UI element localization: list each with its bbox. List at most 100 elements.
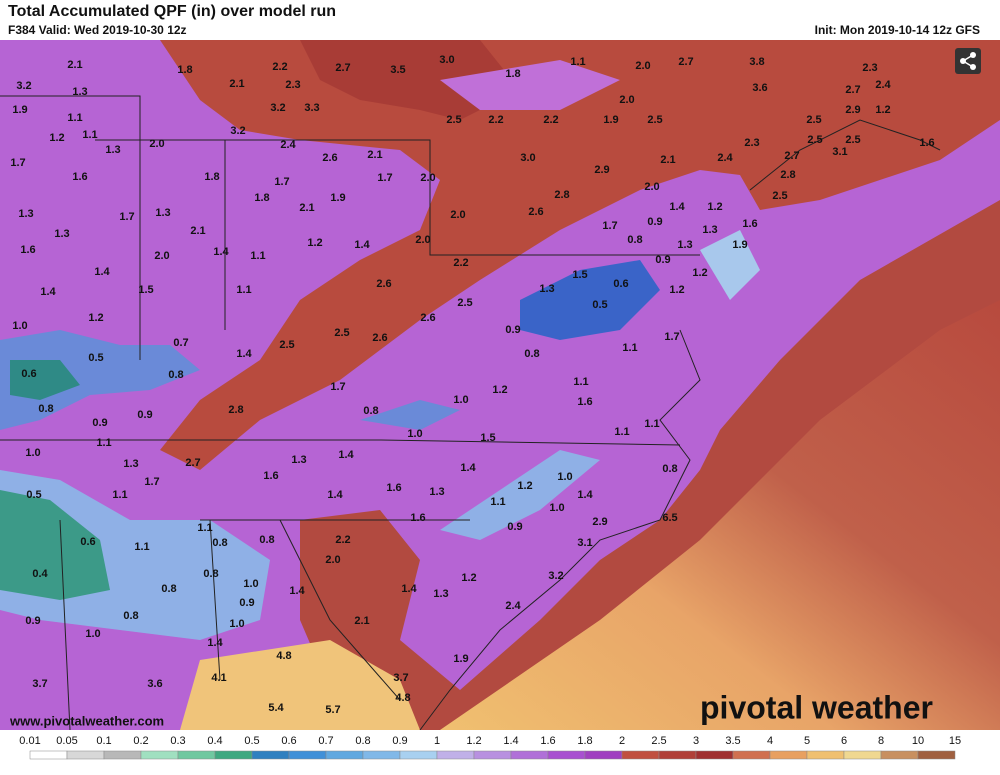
map-label: 1.3 xyxy=(291,454,306,466)
colorbar-swatch xyxy=(288,750,327,760)
colorbar-label: 0.8 xyxy=(355,735,370,747)
region-lightblue xyxy=(440,450,600,540)
map-label: 1.5 xyxy=(572,269,587,281)
colorbar-swatch xyxy=(695,750,734,760)
map-label: 2.7 xyxy=(784,150,799,162)
colorbar-label: 3 xyxy=(693,735,699,747)
map-label: 1.6 xyxy=(20,244,35,256)
map-label: 2.0 xyxy=(325,554,340,566)
init-time: Init: Mon 2019-10-14 12z GFS xyxy=(815,23,980,37)
map-label: 1.3 xyxy=(18,208,33,220)
colorbar-swatch xyxy=(140,750,179,760)
map-label: 0.5 xyxy=(88,352,103,364)
map-label: 3.8 xyxy=(749,56,764,68)
map-label: 2.0 xyxy=(644,181,659,193)
map-label: 1.1 xyxy=(250,250,265,262)
map-label: 2.5 xyxy=(279,339,294,351)
colorbar: 0.01 0.05 0.1 0.2 0.3 0.4 0.5 0.6 0.7 0.8 0.9 1 1.2 1… xyxy=(19,735,961,760)
map-label: 1.1 xyxy=(96,437,111,449)
colorbar-label: 6 xyxy=(841,735,847,747)
website[interactable]: www.pivotalweather.com xyxy=(9,713,164,728)
colorbar-swatch xyxy=(473,750,512,760)
colorbar-swatch xyxy=(584,750,623,760)
map-label: 1.1 xyxy=(622,342,637,354)
map-label: 1.3 xyxy=(677,239,692,251)
map-label: 4.8 xyxy=(395,692,410,704)
map-label: 0.9 xyxy=(507,521,522,533)
map-label: 1.4 xyxy=(327,489,343,501)
map-label: 2.0 xyxy=(619,94,634,106)
map-label: 1.2 xyxy=(875,104,890,116)
map-label: 0.4 xyxy=(32,568,48,580)
region-blue xyxy=(360,400,460,430)
map-label: 4.8 xyxy=(276,650,291,662)
map-label: 2.3 xyxy=(285,79,300,91)
colorbar-swatch xyxy=(843,750,882,760)
map-label: 2.2 xyxy=(335,534,350,546)
map-label: 1.9 xyxy=(12,104,27,116)
map-label: 1.3 xyxy=(433,588,448,600)
map-label: 3.2 xyxy=(230,125,245,137)
map-label: 1.1 xyxy=(112,489,127,501)
colorbar-swatch xyxy=(214,750,253,760)
map-label: 1.6 xyxy=(919,137,934,149)
map-label: 1.5 xyxy=(138,284,153,296)
map-label: 1.2 xyxy=(307,237,322,249)
map-label: 3.0 xyxy=(520,152,535,164)
colorbar-label: 2 xyxy=(619,735,625,747)
map-label: 1.3 xyxy=(123,458,138,470)
map-label: 1.4 xyxy=(460,462,476,474)
map-label: 2.5 xyxy=(845,134,860,146)
colorbar-label: 0.01 xyxy=(19,735,40,747)
colorbar-swatch xyxy=(917,750,956,760)
colorbar-swatch xyxy=(325,750,364,760)
share-button[interactable] xyxy=(955,48,981,74)
map-label: 2.8 xyxy=(228,404,243,416)
map-label: 2.0 xyxy=(415,234,430,246)
map-labels: 2.1 1.8 2.2 2.7 3.53.01.81.1 2.0 2.7 3.8 2.33.2 1… xyxy=(10,54,934,716)
region-blue xyxy=(0,330,200,430)
map-label: 1.1 xyxy=(82,129,97,141)
map-label: 2.8 xyxy=(554,189,569,201)
map-label: 0.8 xyxy=(212,537,227,549)
map-label: 1.2 xyxy=(88,312,103,324)
map-label: 1.7 xyxy=(144,476,159,488)
map-label: 6.5 xyxy=(662,512,677,524)
map-label: 3.2 xyxy=(548,570,563,582)
map-label: 1.8 xyxy=(505,68,520,80)
colorbar-swatch xyxy=(66,750,105,760)
map-label: 2.3 xyxy=(862,62,877,74)
map-label: 3.3 xyxy=(304,102,319,114)
map-label: 0.8 xyxy=(161,583,176,595)
map-label: 1.1 xyxy=(134,541,149,553)
map-label: 1.3 xyxy=(72,86,87,98)
map-label: 1.1 xyxy=(570,56,585,68)
map-label: 5.4 xyxy=(268,702,284,714)
map-label: 2.6 xyxy=(528,206,543,218)
colorbar-label: 1.2 xyxy=(466,735,481,747)
map-label: 2.7 xyxy=(335,62,350,74)
map-label: 0.8 xyxy=(38,403,53,415)
map-label: 1.0 xyxy=(243,578,258,590)
map-label: 1.0 xyxy=(12,320,27,332)
map-label: 2.6 xyxy=(420,312,435,324)
map-label: 1.1 xyxy=(490,496,505,508)
colorbar-label: 1 xyxy=(434,735,440,747)
map-label: 2.7 xyxy=(185,457,200,469)
map-label: 1.9 xyxy=(732,239,747,251)
colorbar-swatch xyxy=(399,750,438,760)
map-label: 1.0 xyxy=(549,502,564,514)
map-label: 2.1 xyxy=(229,78,244,90)
map-label: 1.4 xyxy=(401,583,417,595)
map-label: 3.6 xyxy=(752,82,767,94)
map-label: 2.2 xyxy=(488,114,503,126)
map-label: 0.8 xyxy=(168,369,183,381)
map-label: 2.8 xyxy=(780,169,795,181)
map-label: 2.7 xyxy=(845,84,860,96)
map-label: 1.4 xyxy=(289,585,305,597)
colorbar-label: 4 xyxy=(767,735,773,747)
colorbar-label: 0.2 xyxy=(133,735,148,747)
map-label: 2.1 xyxy=(660,154,675,166)
map-label: 1.9 xyxy=(453,653,468,665)
colorbar-swatch xyxy=(177,750,216,760)
